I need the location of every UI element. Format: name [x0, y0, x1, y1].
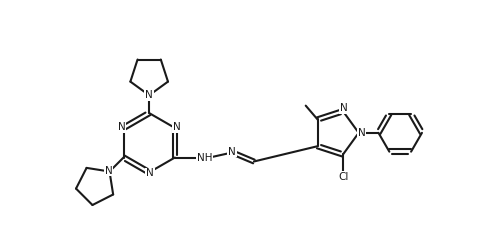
- Text: Cl: Cl: [339, 172, 349, 182]
- Text: N: N: [105, 166, 113, 176]
- Text: N: N: [358, 128, 366, 138]
- Text: N: N: [340, 103, 348, 113]
- Text: N: N: [146, 168, 154, 178]
- Text: N: N: [145, 90, 153, 100]
- Text: N: N: [118, 122, 125, 132]
- Text: N: N: [145, 90, 153, 100]
- Text: N: N: [105, 166, 113, 176]
- Text: N: N: [228, 147, 236, 157]
- Text: NH: NH: [197, 153, 212, 163]
- Text: N: N: [173, 122, 181, 132]
